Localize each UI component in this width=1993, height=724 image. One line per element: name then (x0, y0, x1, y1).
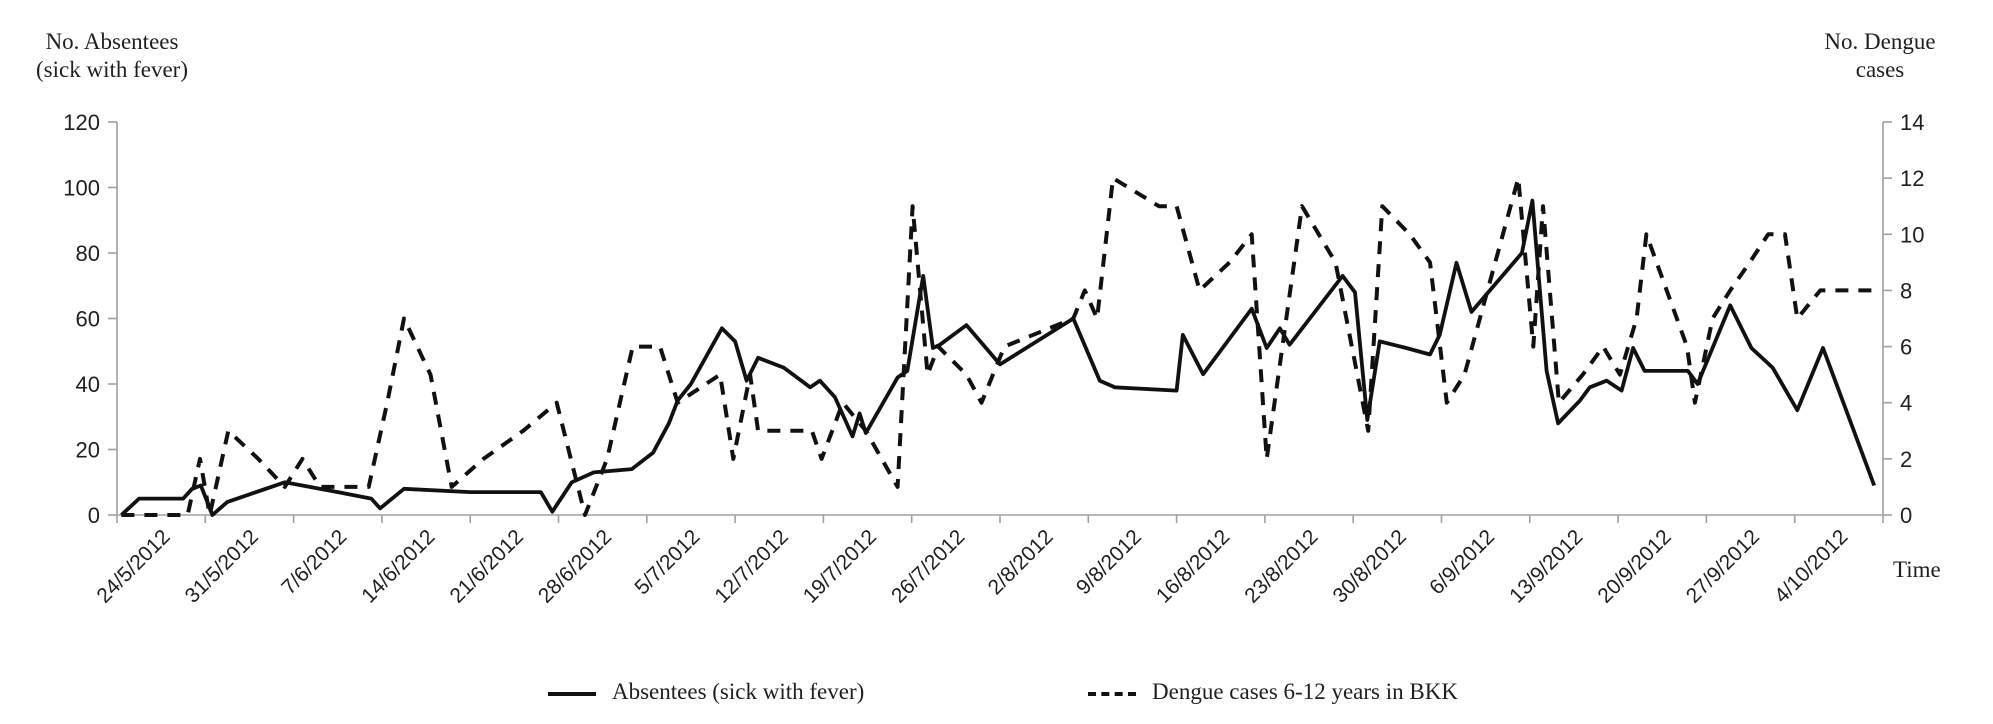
left-axis-tick-label: 100 (63, 176, 100, 201)
x-axis-date-label: 19/7/2012 (799, 525, 881, 607)
dashed-line-sample-icon (1088, 692, 1136, 696)
absentees-line (120, 198, 1876, 517)
x-axis-date-label: 2/8/2012 (984, 525, 1058, 599)
x-axis-date-label: 14/6/2012 (357, 525, 439, 607)
left-axis-tick-label: 80 (76, 241, 100, 266)
legend-label-absentees: Absentees (sick with fever) (612, 679, 865, 704)
chart-legend: Absentees (sick with fever) Dengue cases… (0, 676, 1993, 720)
left-axis-title: No. Absentees (sick with fever) (22, 28, 202, 84)
left-axis-title-line2: (sick with fever) (36, 57, 188, 82)
right-axis-title: No. Dengue cases (1795, 28, 1965, 84)
x-axis-date-label: 24/5/2012 (92, 525, 174, 607)
dengue-line (121, 176, 1876, 517)
legend-label-dengue: Dengue cases 6-12 years in BKK (1152, 679, 1458, 704)
x-axis-date-label: 31/5/2012 (181, 525, 263, 607)
left-axis-tick-label: 120 (63, 110, 100, 135)
x-axis-date-label: 16/8/2012 (1152, 525, 1234, 607)
x-axis-date-label: 4/10/2012 (1770, 525, 1852, 607)
x-axis-date-label: 21/6/2012 (446, 525, 528, 607)
x-axis-date-label: 7/6/2012 (277, 525, 351, 599)
right-axis-tick-label: 0 (1900, 503, 1912, 528)
x-axis-title: Time (1893, 557, 1941, 582)
right-axis-tick-label: 6 (1900, 335, 1912, 360)
left-axis-tick-label: 0 (88, 503, 100, 528)
x-axis-date-label: 9/8/2012 (1072, 525, 1146, 599)
x-axis-date-label: 27/9/2012 (1682, 525, 1764, 607)
right-axis-tick-label: 14 (1900, 110, 1924, 135)
x-axis-date-label: 28/6/2012 (534, 525, 616, 607)
x-axis-date-label: 13/9/2012 (1505, 525, 1587, 607)
left-axis-title-line1: No. Absentees (45, 29, 179, 54)
right-axis-title-line1: No. Dengue (1824, 29, 1936, 54)
x-axis-date-label: 30/8/2012 (1329, 525, 1411, 607)
x-axis-date-label: 26/7/2012 (887, 525, 969, 607)
right-axis-tick-label: 10 (1900, 222, 1924, 247)
x-axis-date-label: 5/7/2012 (630, 525, 704, 599)
left-axis-tick-label: 40 (76, 372, 100, 397)
solid-line-sample-icon (548, 692, 596, 696)
x-axis-date-label: 6/9/2012 (1425, 525, 1499, 599)
right-axis-tick-label: 8 (1900, 278, 1912, 303)
x-axis-date-label: 12/7/2012 (710, 525, 792, 607)
right-axis-tick-label: 2 (1900, 447, 1912, 472)
right-axis-tick-label: 12 (1900, 166, 1924, 191)
left-axis-tick-label: 20 (76, 438, 100, 463)
x-axis-date-label: 20/9/2012 (1593, 525, 1675, 607)
right-axis-title-line2: cases (1855, 57, 1905, 82)
right-axis-tick-label: 4 (1900, 391, 1912, 416)
x-axis-date-label: 23/8/2012 (1240, 525, 1322, 607)
left-axis-tick-label: 60 (76, 307, 100, 332)
